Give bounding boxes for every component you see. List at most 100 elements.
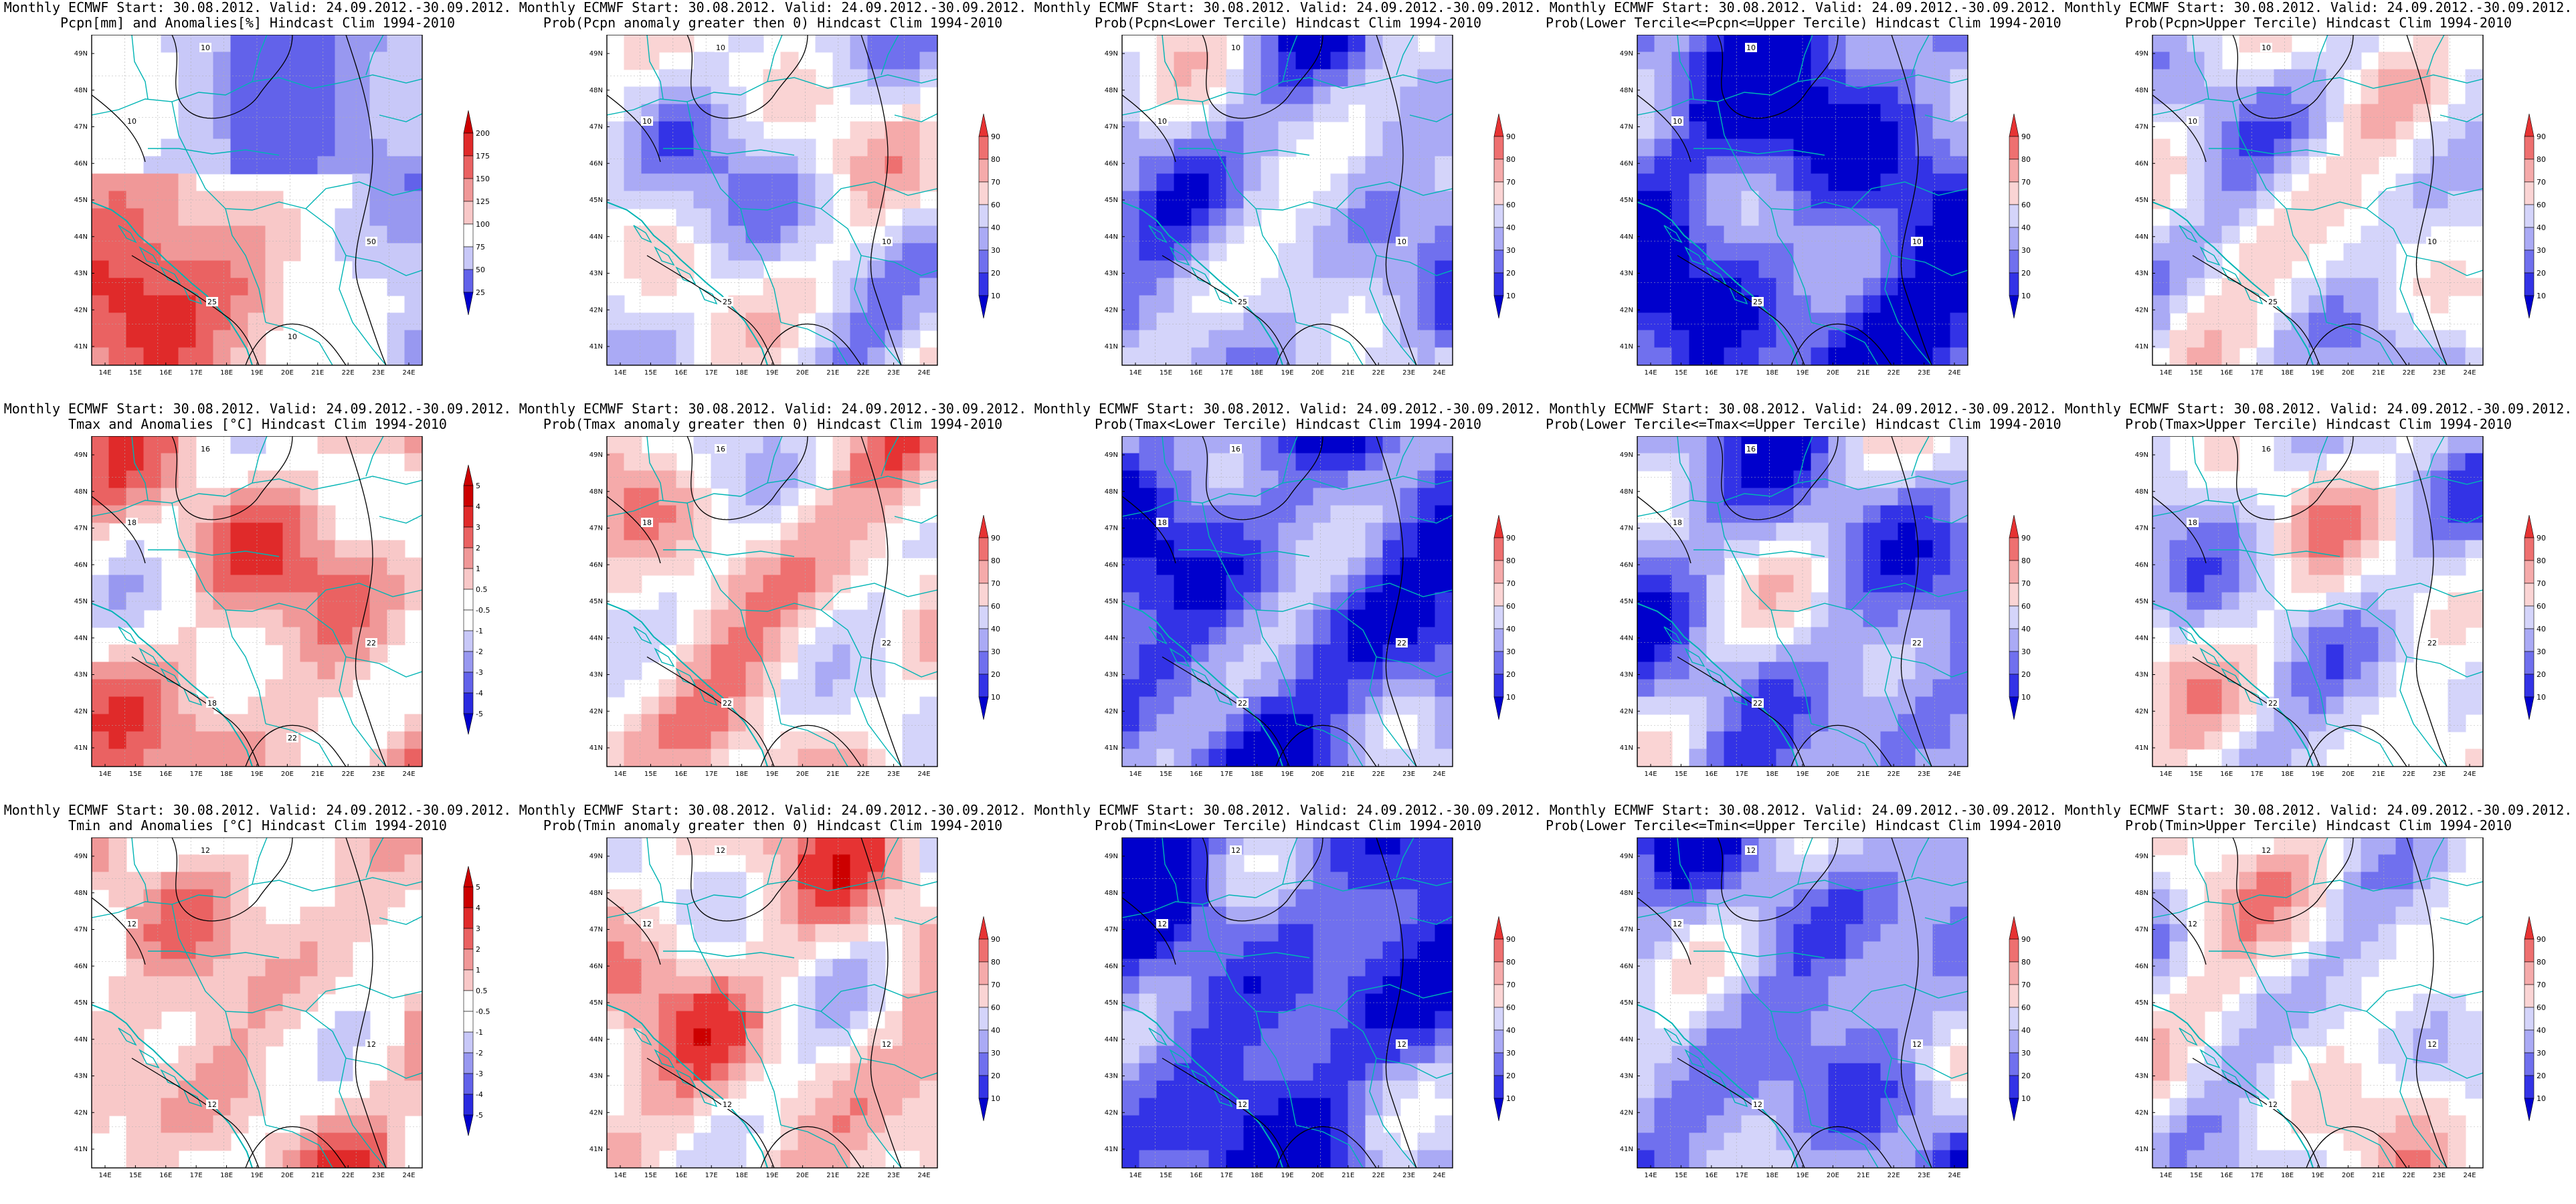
panel-title-line1: Monthly ECMWF Start: 30.08.2012. Valid: … xyxy=(1549,802,2057,818)
colorbar-swatch xyxy=(463,1114,474,1136)
lon-tick-label: 18E xyxy=(1251,369,1263,377)
lat-tick-label: 41N xyxy=(1105,1146,1118,1153)
colorbar-tick-label: 70 xyxy=(2537,981,2546,989)
colorbar-swatch xyxy=(2524,651,2535,675)
coastline-borders xyxy=(2152,436,2483,767)
lon-tick-label: 20E xyxy=(281,1172,294,1179)
lat-tick-label: 46N xyxy=(1105,561,1118,569)
lon-tick-label: 14E xyxy=(1644,369,1657,377)
colorbar-tick-label: -4 xyxy=(476,689,483,698)
panel-title-line2: Prob(Pcpn<Lower Tercile) Hindcast Clim 1… xyxy=(1095,15,1481,31)
map-panel-tmin-anomalies: Monthly ECMWF Start: 30.08.2012. Valid: … xyxy=(0,803,515,1204)
lon-tick-label: 24E xyxy=(1433,369,1445,377)
lon-tick-label: 18E xyxy=(1766,369,1778,377)
lon-tick-label: 21E xyxy=(1857,1172,1869,1179)
lon-tick-label: 17E xyxy=(190,1172,203,1179)
lat-tick-label: 43N xyxy=(1105,1073,1118,1080)
colorbar-swatch xyxy=(463,269,474,293)
panel-title-line1: Monthly ECMWF Start: 30.08.2012. Valid: … xyxy=(519,401,1027,417)
colorbar-tick-label: 40 xyxy=(2537,223,2546,232)
lat-tick-label: 46N xyxy=(1620,160,1633,167)
lon-tick-label: 19E xyxy=(1796,1172,1809,1179)
lat-tick-label: 45N xyxy=(589,999,603,1007)
colorbar-swatch xyxy=(2009,136,2019,160)
lon-tick-label: 18E xyxy=(1766,1172,1778,1179)
lon-tick-label: 16E xyxy=(2220,771,2233,778)
climatology-contours xyxy=(1122,837,1417,1168)
lon-tick-label: 15E xyxy=(2190,771,2203,778)
colorbar-tick-label: 10 xyxy=(991,693,1000,702)
lon-tick-label: 16E xyxy=(1705,771,1718,778)
lat-tick-label: 44N xyxy=(1105,233,1118,241)
coastline-borders xyxy=(607,35,937,365)
lon-tick-label: 22E xyxy=(857,771,870,778)
colorbar-swatch xyxy=(463,1094,474,1116)
map-panel-tmax-prob-lower: Monthly ECMWF Start: 30.08.2012. Valid: … xyxy=(1030,401,1546,803)
lon-tick-label: 21E xyxy=(311,369,324,377)
lat-tick-label: 48N xyxy=(1620,488,1633,496)
lat-tick-label: 43N xyxy=(74,1073,88,1080)
lon-tick-label: 24E xyxy=(917,771,930,778)
colorbar-tick-label: 80 xyxy=(2537,155,2546,164)
colorbar-swatch xyxy=(1493,159,1504,183)
lat-tick-label: 48N xyxy=(74,488,88,496)
colorbar-swatch xyxy=(2524,560,2535,584)
colorbar: 10 20 30 40 60 70 80 90 xyxy=(1493,100,1534,332)
contour-label: 22 xyxy=(1397,639,1406,647)
lon-tick-label: 15E xyxy=(644,1172,657,1179)
colorbar-tick-label: 90 xyxy=(1506,534,1515,542)
colorbar-tick-label: 90 xyxy=(2537,132,2546,141)
lat-tick-label: 48N xyxy=(589,488,603,496)
map-frame: 12 12 12 12 14E 15E 16E 17E 18E 19E 20E 21E 22E 23E 24… xyxy=(2128,837,2484,1179)
map-svg: 16 18 22 22 14E 15E 16E 17E 18E 19E 20E 21E 22E 23E 24… xyxy=(1620,436,1968,778)
lon-tick-label: 17E xyxy=(1220,1172,1233,1179)
colorbar-swatch xyxy=(2009,560,2019,584)
colorbar-swatch xyxy=(2524,514,2535,538)
colorbar-swatch xyxy=(2009,249,2019,274)
lat-tick-label: 45N xyxy=(74,999,88,1007)
colorbar-swatch xyxy=(978,249,989,274)
lon-tick-label: 21E xyxy=(2372,369,2385,377)
map-panel-tmax-prob-normal: Monthly ECMWF Start: 30.08.2012. Valid: … xyxy=(1546,401,2061,803)
colorbar-tick-label: 30 xyxy=(991,647,1000,656)
contour-label: 10 xyxy=(642,117,652,126)
panel-title-line2: Prob(Tmin>Upper Tercile) Hindcast Clim 1… xyxy=(2125,817,2512,833)
coastline-borders xyxy=(1122,35,1453,365)
colorbar: -5 -4 -3 -2 -1 -0.5 0.5 1 2 3 4 5 xyxy=(463,853,504,1149)
lon-tick-label: 21E xyxy=(1857,771,1869,778)
lon-tick-label: 15E xyxy=(644,369,657,377)
colorbar: 10 20 30 40 60 70 80 90 xyxy=(978,100,1019,332)
map-panel-tmin-prob-lower: Monthly ECMWF Start: 30.08.2012. Valid: … xyxy=(1030,803,1546,1204)
colorbar-tick-label: 70 xyxy=(991,981,1000,989)
colorbar-tick-label: 25 xyxy=(476,288,485,297)
colorbar-swatch xyxy=(2524,628,2535,652)
lat-tick-label: 45N xyxy=(589,598,603,605)
colorbar-tick-label: 10 xyxy=(991,1094,1000,1103)
map-panel-tmin-prob-positive: Monthly ECMWF Start: 30.08.2012. Valid: … xyxy=(515,803,1030,1204)
lat-tick-label: 47N xyxy=(74,124,88,131)
map-frame: 16 18 22 22 14E 15E 16E 17E 18E 19E 20E 21E 22E 23E 24… xyxy=(1613,436,1968,778)
lat-tick-label: 47N xyxy=(74,926,88,934)
lat-tick-label: 44N xyxy=(589,635,603,642)
panel-title-line2: Prob(Pcpn anomaly greater then 0) Hindca… xyxy=(543,15,1003,31)
contour-label: 18 xyxy=(1158,518,1167,527)
colorbar-swatch xyxy=(1493,605,1504,629)
map-svg: 16 18 18 22 22 14E 15E 16E 17E 18E 19E 20E 21E 22E 23E… xyxy=(74,436,423,778)
lat-tick-label: 43N xyxy=(589,672,603,679)
colorbar-tick-label: 150 xyxy=(476,175,490,183)
lon-tick-label: 15E xyxy=(129,369,142,377)
colorbar-swatch xyxy=(2009,916,2019,940)
colorbar-swatch xyxy=(463,609,474,631)
panel-title-line1: Monthly ECMWF Start: 30.08.2012. Valid: … xyxy=(2064,401,2573,417)
lat-tick-label: 42N xyxy=(2135,708,2148,715)
colorbar-swatch xyxy=(463,651,474,673)
lon-tick-label: 16E xyxy=(1705,1172,1718,1179)
lon-tick-label: 15E xyxy=(1160,771,1172,778)
colorbar-swatch xyxy=(2009,674,2019,698)
colorbar-tick-label: 20 xyxy=(2021,670,2031,679)
colorbar-swatch xyxy=(2524,1029,2535,1054)
lat-tick-label: 48N xyxy=(1620,87,1633,94)
lat-tick-label: 47N xyxy=(1105,926,1118,934)
panel-title-line1: Monthly ECMWF Start: 30.08.2012. Valid: … xyxy=(1034,401,1542,417)
colorbar-swatch xyxy=(2524,696,2535,720)
